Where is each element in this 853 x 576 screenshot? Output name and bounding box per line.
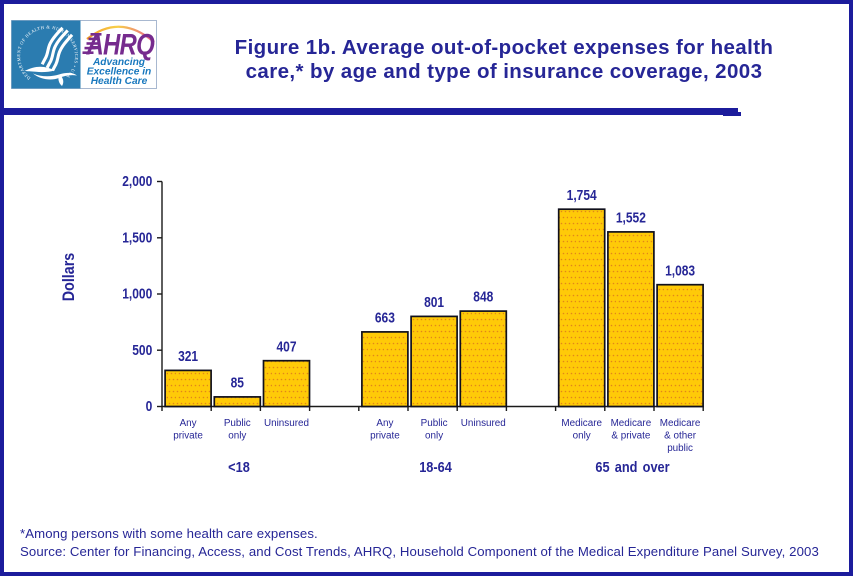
svg-text:Uninsured: Uninsured bbox=[461, 418, 506, 429]
svg-text:Any: Any bbox=[376, 418, 393, 429]
svg-text:Uninsured: Uninsured bbox=[264, 418, 309, 429]
svg-text:public: public bbox=[667, 443, 693, 454]
svg-text:& private: & private bbox=[611, 430, 650, 441]
svg-text:65 and over: 65 and over bbox=[595, 458, 670, 475]
svg-text:1,083: 1,083 bbox=[665, 262, 695, 278]
svg-text:0: 0 bbox=[146, 398, 153, 414]
svg-text:18-64: 18-64 bbox=[419, 458, 452, 475]
svg-text:848: 848 bbox=[473, 289, 493, 305]
svg-text:Medicare: Medicare bbox=[561, 418, 602, 429]
svg-text:2,000: 2,000 bbox=[122, 173, 152, 189]
svg-text:Health Care: Health Care bbox=[91, 76, 148, 87]
svg-text:1,754: 1,754 bbox=[567, 187, 598, 203]
svg-text:Medicare: Medicare bbox=[660, 418, 701, 429]
svg-text:private: private bbox=[370, 430, 400, 441]
svg-text:only: only bbox=[228, 430, 246, 441]
svg-text:1,500: 1,500 bbox=[122, 229, 152, 245]
svg-text:Medicare: Medicare bbox=[611, 418, 652, 429]
svg-text:1,552: 1,552 bbox=[616, 210, 646, 226]
svg-text:private: private bbox=[173, 430, 203, 441]
svg-text:Any: Any bbox=[180, 418, 197, 429]
svg-text:Excellence in: Excellence in bbox=[87, 67, 152, 78]
svg-text:801: 801 bbox=[424, 294, 444, 310]
svg-text:1,000: 1,000 bbox=[122, 286, 152, 302]
svg-text:500: 500 bbox=[132, 342, 152, 358]
svg-text:only: only bbox=[573, 430, 591, 441]
svg-text:407: 407 bbox=[276, 338, 296, 354]
svg-text:85: 85 bbox=[231, 375, 244, 391]
svg-text:& other: & other bbox=[664, 430, 697, 441]
svg-text:Public: Public bbox=[224, 418, 251, 429]
svg-text:Public: Public bbox=[421, 418, 448, 429]
svg-text:only: only bbox=[425, 430, 443, 441]
svg-text:<18: <18 bbox=[228, 458, 250, 475]
svg-text:663: 663 bbox=[375, 310, 395, 326]
svg-text:Advancing: Advancing bbox=[92, 57, 146, 68]
svg-text:321: 321 bbox=[178, 348, 198, 364]
